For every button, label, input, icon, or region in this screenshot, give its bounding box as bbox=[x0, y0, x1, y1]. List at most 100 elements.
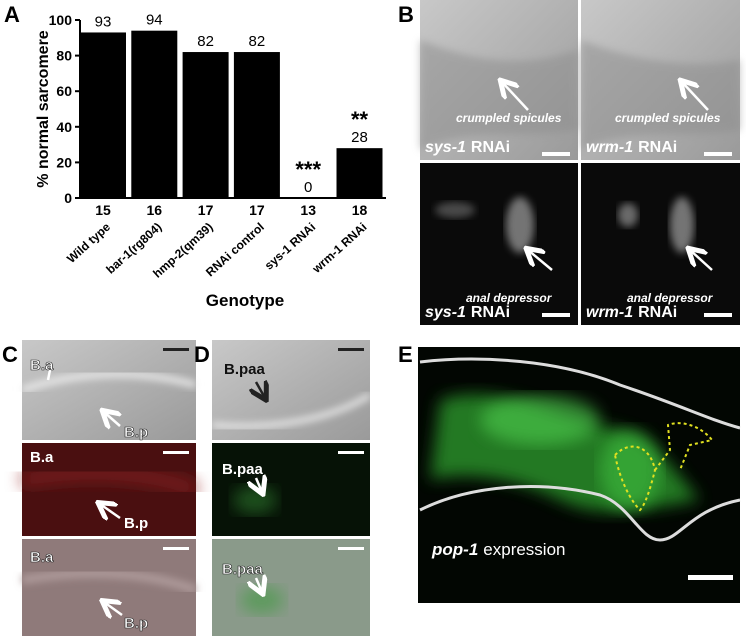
sample-size: 17 bbox=[198, 202, 214, 218]
y-axis-label: % normal sarcomere bbox=[35, 30, 52, 188]
sample-size: 16 bbox=[147, 202, 163, 218]
gene: sys-1 bbox=[425, 304, 466, 321]
significance: *** bbox=[295, 157, 321, 182]
panel-e: pop-1 expression bbox=[418, 347, 741, 603]
value-label: 94 bbox=[146, 12, 163, 29]
suffix: RNAi bbox=[471, 304, 510, 321]
scale-bar bbox=[542, 313, 570, 317]
texture bbox=[21, 569, 198, 594]
arrow bbox=[256, 478, 262, 492]
condition-label: sys-1 RNAi bbox=[425, 139, 510, 156]
sample-size: 17 bbox=[249, 202, 265, 218]
panel-d: B.paa B.paa B.paa bbox=[211, 340, 372, 636]
scale-bar bbox=[704, 152, 732, 156]
suffix: RNAi bbox=[638, 304, 677, 321]
arrow-label: anal depressor bbox=[466, 291, 553, 305]
bar-chart: 0 20 40 60 80 100 % normal sarcomere Genotype 93… bbox=[35, 12, 386, 310]
sample-size: 18 bbox=[352, 202, 368, 218]
outline bbox=[419, 485, 741, 542]
scale-bar bbox=[704, 313, 732, 317]
suffix: RNAi bbox=[471, 139, 510, 156]
micrograph bbox=[22, 539, 196, 636]
arrow bbox=[690, 250, 713, 271]
value-label: 82 bbox=[197, 33, 214, 50]
arrow-label: crumpled spicules bbox=[615, 111, 721, 125]
texture bbox=[211, 393, 372, 429]
cell-label: B.paa bbox=[222, 561, 264, 578]
y-tick-label: 20 bbox=[56, 154, 72, 170]
scale-bar bbox=[338, 451, 364, 454]
texture bbox=[506, 197, 534, 253]
gene: sys-1 bbox=[425, 139, 466, 156]
arrow bbox=[256, 578, 262, 592]
y-tick-label: 0 bbox=[64, 190, 72, 206]
x-axis-label: Genotype bbox=[206, 291, 284, 310]
scale-bar bbox=[163, 451, 189, 454]
panel-letter: B bbox=[398, 2, 414, 27]
condition-label: wrm-1 RNAi bbox=[586, 304, 677, 321]
panel-b: crumpled spicules crumpled spicules anal… bbox=[420, 0, 740, 325]
bar bbox=[233, 52, 280, 198]
suffix: expression bbox=[483, 540, 565, 559]
scale-bar bbox=[688, 575, 733, 580]
bar bbox=[80, 32, 126, 199]
panel-letter: E bbox=[398, 342, 413, 367]
panel-letter: C bbox=[2, 342, 18, 367]
suffix: RNAi bbox=[638, 139, 677, 156]
bar bbox=[336, 148, 383, 198]
micrograph bbox=[420, 163, 578, 325]
value-label: 28 bbox=[351, 129, 368, 146]
x-tick-label: wrm-1 RNAi bbox=[309, 220, 370, 277]
panel-c: B.a B.p B.a B.p B.a B.p bbox=[21, 340, 198, 636]
y-tick-label: 40 bbox=[56, 119, 72, 135]
arrow bbox=[256, 382, 265, 398]
arrow bbox=[104, 412, 120, 426]
y-tick-label: 80 bbox=[56, 48, 72, 64]
sample-size: 13 bbox=[300, 202, 316, 218]
texture bbox=[618, 203, 638, 227]
arrow bbox=[502, 82, 529, 111]
bar bbox=[131, 30, 178, 199]
arrow bbox=[528, 250, 553, 271]
fluorescence bbox=[480, 395, 600, 445]
arrow-label: anal depressor bbox=[627, 291, 714, 305]
outline bbox=[419, 357, 741, 430]
texture bbox=[670, 197, 694, 253]
expression-label: pop-1 expression bbox=[431, 540, 566, 559]
cell-label: B.a bbox=[30, 357, 54, 374]
micrograph bbox=[212, 539, 370, 636]
arrow bbox=[682, 82, 709, 111]
gene: wrm-1 bbox=[586, 139, 633, 156]
cell-label: B.paa bbox=[222, 461, 264, 478]
arrow bbox=[100, 504, 121, 518]
y-tick-label: 60 bbox=[56, 83, 72, 99]
condition-label: sys-1 RNAi bbox=[425, 304, 510, 321]
scale-bar bbox=[338, 547, 364, 550]
texture bbox=[21, 371, 197, 393]
cell-label: B.p bbox=[124, 615, 148, 632]
outline-dotted bbox=[613, 422, 714, 512]
texture bbox=[21, 468, 198, 495]
cell-label: B.paa bbox=[224, 361, 266, 378]
cell-label: B.a bbox=[30, 449, 54, 466]
texture bbox=[581, 40, 740, 150]
value-label: 93 bbox=[95, 13, 112, 30]
panel-letter: A bbox=[4, 2, 20, 27]
significance: ** bbox=[351, 107, 369, 132]
x-tick-label: Wild type bbox=[64, 220, 113, 266]
gene: pop-1 bbox=[431, 540, 478, 559]
scale-bar bbox=[542, 152, 570, 156]
micrograph bbox=[22, 340, 196, 440]
arrow-label: crumpled spicules bbox=[456, 111, 562, 125]
y-tick-label: 100 bbox=[49, 12, 73, 28]
micrograph bbox=[581, 163, 740, 325]
arrow bbox=[104, 602, 123, 615]
arrow bbox=[46, 369, 52, 381]
value-label: 0 bbox=[304, 179, 312, 196]
scale-bar bbox=[163, 547, 189, 550]
scale-bar bbox=[338, 348, 364, 351]
cell-label: B.p bbox=[124, 424, 148, 441]
panel-letter: D bbox=[194, 342, 210, 367]
micrograph bbox=[212, 443, 370, 536]
